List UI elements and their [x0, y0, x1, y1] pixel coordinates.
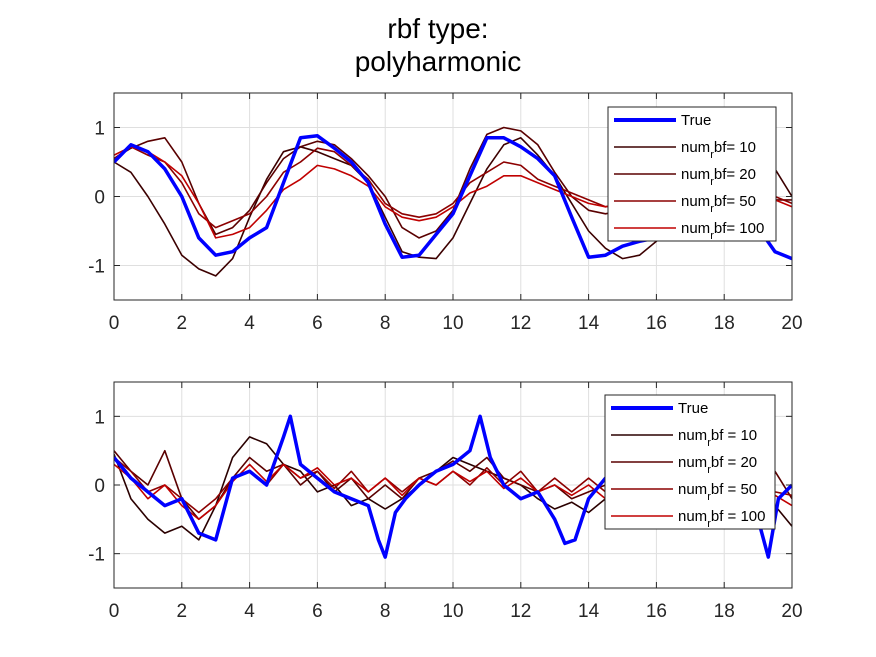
legend-label-rest: bf= 100 [714, 220, 764, 237]
legend-label: numrbf = 100 [678, 508, 766, 530]
x-tick-label: 12 [510, 313, 531, 334]
legend-label-main: num [681, 139, 710, 156]
legend-label-main: num [678, 508, 707, 525]
x-tick-label: 12 [510, 601, 531, 622]
legend-label-main: num [681, 166, 710, 183]
x-tick-label: 10 [442, 313, 463, 334]
x-tick-label: 8 [380, 601, 391, 622]
legend-label: True [678, 400, 708, 417]
x-tick-label: 14 [578, 313, 600, 334]
legend-label: numrbf= 10 [681, 139, 756, 161]
x-tick-label: 20 [781, 601, 802, 622]
legend-label-rest: bf = 20 [711, 454, 757, 471]
x-tick-label: 2 [177, 601, 188, 622]
legend-label: numrbf= 50 [681, 193, 756, 215]
y-tick-label: 0 [94, 476, 105, 497]
y-tick-label: -1 [88, 257, 105, 278]
legend-label-main: num [678, 454, 707, 471]
legend-label-rest: bf = 10 [711, 427, 757, 444]
legend-label-subscript: r [710, 230, 714, 242]
x-tick-label: 8 [380, 313, 391, 334]
legend-label: numrbf= 100 [681, 220, 764, 242]
x-tick-label: 6 [312, 601, 323, 622]
x-tick-label: 6 [312, 313, 323, 334]
legend-label-subscript: r [710, 203, 714, 215]
legend-label: numrbf= 20 [681, 166, 756, 188]
y-tick-label: 0 [94, 188, 105, 209]
legend-label-rest: bf= 20 [714, 166, 756, 183]
legend-label: numrbf = 10 [678, 427, 757, 449]
x-tick-label: 0 [109, 601, 120, 622]
x-tick-label: 0 [109, 313, 120, 334]
legend-label-main: num [681, 193, 710, 210]
legend-label: numrbf = 50 [678, 481, 757, 503]
y-tick-label: 1 [94, 407, 105, 428]
x-tick-label: 18 [714, 601, 735, 622]
figure-title-line1: rbf type: [387, 13, 488, 44]
legend-label-main: num [678, 481, 707, 498]
legend-label-subscript: r [710, 149, 714, 161]
legend-label-subscript: r [707, 464, 711, 476]
x-tick-label: 4 [244, 601, 255, 622]
x-tick-label: 10 [442, 601, 463, 622]
legend-label-main: num [681, 220, 710, 237]
x-tick-label: 4 [244, 313, 255, 334]
y-tick-label: 1 [94, 119, 105, 140]
legend-label-rest: bf= 10 [714, 139, 756, 156]
x-tick-label: 18 [714, 313, 735, 334]
x-tick-label: 14 [578, 601, 600, 622]
legend-label: True [681, 112, 711, 129]
legend-label-main: num [678, 427, 707, 444]
x-tick-label: 20 [781, 313, 802, 334]
legend-label-rest: bf = 50 [711, 481, 757, 498]
x-tick-label: 16 [646, 313, 667, 334]
legend-label-subscript: r [707, 491, 711, 503]
x-tick-label: 16 [646, 601, 667, 622]
y-tick-label: -1 [88, 545, 105, 566]
legend-label: numrbf = 20 [678, 454, 757, 476]
legend-label-subscript: r [707, 518, 711, 530]
legend-label-rest: bf = 100 [711, 508, 766, 525]
legend-label-subscript: r [710, 176, 714, 188]
x-tick-label: 2 [177, 313, 188, 334]
legend-label-subscript: r [707, 437, 711, 449]
legend-label-rest: bf= 50 [714, 193, 756, 210]
figure-title-line2: polyharmonic [355, 46, 522, 77]
